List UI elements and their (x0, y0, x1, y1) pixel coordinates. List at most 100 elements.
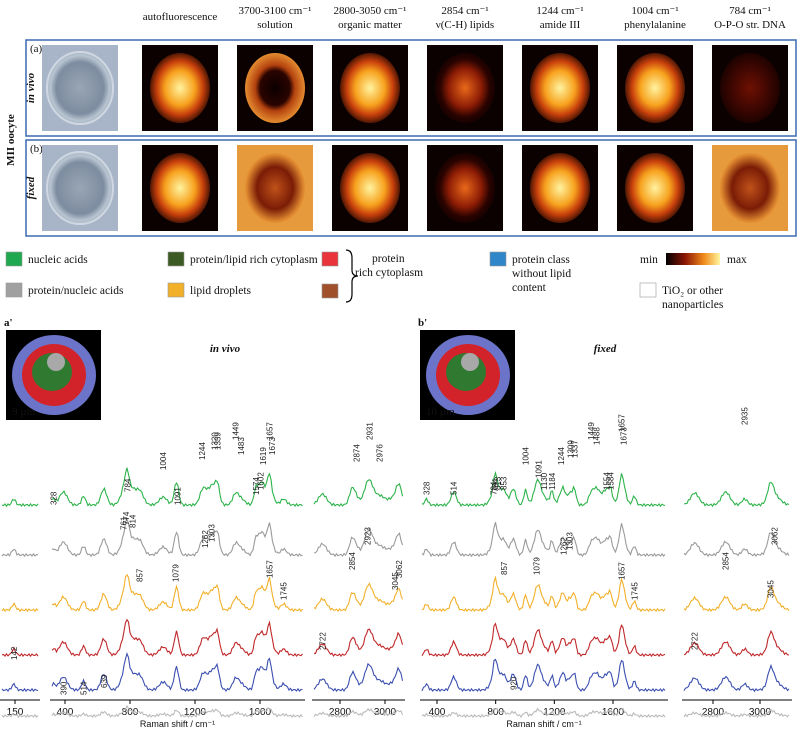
peak-label: 2931 (365, 422, 374, 440)
column-header: O-P-O str. DNA (714, 19, 786, 31)
raman-map-cell (625, 153, 685, 223)
axis-label: Raman shift / cm⁻¹ (140, 719, 215, 729)
peak-label: 1004 (159, 452, 168, 470)
peak-label: 1745 (630, 582, 639, 600)
tick-label: 800 (487, 707, 504, 718)
peak-label: 1244 (557, 447, 566, 465)
peak-label: 142 (10, 646, 19, 660)
raman-map-cell (530, 53, 590, 123)
raman-map-cell (435, 53, 495, 123)
raman-map-cell (435, 153, 495, 223)
legend-label: nucleic acids (28, 254, 88, 266)
spectrum-trace (51, 618, 303, 658)
peak-label: 1449 (231, 422, 240, 440)
legend-swatch (167, 282, 185, 298)
column-header: phenylalanine (624, 19, 686, 31)
tick-label: 1600 (249, 707, 272, 718)
inset-core (47, 353, 65, 371)
legend-label: protein/nucleic acids (28, 285, 124, 297)
column-header: 784 cm⁻¹ (729, 5, 771, 17)
column-header: organic matter (338, 19, 402, 31)
colorbar-min: min (640, 254, 658, 266)
peak-label: 514 (80, 681, 89, 695)
spectrum-trace (421, 707, 666, 719)
peak-label: 1320 (211, 432, 220, 450)
spectrum-trace (683, 663, 790, 693)
peak-label: 784 (123, 478, 132, 492)
raman-map-cell (530, 153, 590, 223)
colorbar-max: max (727, 254, 747, 266)
colorbar (666, 253, 720, 265)
axis-label: Raman shift / cm⁻¹ (506, 719, 581, 729)
legend-swatch (5, 251, 23, 267)
legend-label: nanoparticles (662, 299, 724, 311)
tick-label: 400 (429, 707, 446, 718)
legend-label: TiO₂ or other (662, 285, 723, 297)
raman-map-cell (245, 53, 305, 123)
side-label-text: MII oocyte (5, 114, 17, 166)
column-header: 2800-3050 cm⁻¹ (334, 5, 407, 17)
peak-label: 1091 (534, 460, 543, 478)
inset-scale: 10 µm (426, 406, 455, 418)
peak-label: 774 (122, 511, 131, 525)
row-label: (a) (30, 43, 43, 55)
panel-label: a' (4, 317, 13, 329)
peak-label: 814 (128, 514, 137, 528)
raman-map-cell (720, 53, 780, 123)
tick-label: 3000 (749, 707, 772, 718)
tick-label: 800 (122, 707, 139, 718)
peak-label: 1657 (265, 422, 274, 440)
peak-label: 1554 (602, 472, 611, 490)
spectrum-trace (51, 573, 303, 613)
peak-label: 1079 (171, 564, 180, 582)
peak-label: 1584 (607, 472, 616, 490)
peak-label: 514 (450, 481, 459, 495)
legend-label: protein (372, 253, 405, 265)
peak-label: 1091 (173, 487, 182, 505)
peak-label: 2935 (741, 407, 750, 425)
peak-label: 1619 (259, 447, 268, 465)
peak-label: 1303 (208, 524, 217, 542)
peak-label: 328 (49, 491, 58, 505)
legend-label: content (512, 282, 547, 294)
column-header: amide III (540, 19, 581, 31)
peak-label: 1602 (256, 472, 265, 490)
spectrum-trace (51, 651, 303, 693)
legend-swatch (321, 283, 339, 299)
legend-swatch (5, 282, 23, 298)
spectrum-trace (51, 517, 303, 558)
spectrum-trace (313, 527, 404, 558)
peak-label: 857 (135, 568, 144, 582)
peak-label: 639 (100, 674, 109, 688)
spectrum-trace (683, 629, 790, 657)
spectrum-trace (1, 498, 39, 508)
legend-swatch (639, 282, 657, 298)
row-frame (25, 139, 797, 237)
raman-map-cell (720, 153, 780, 223)
tick-label: 3000 (374, 707, 397, 718)
column-header: solution (257, 19, 293, 31)
peak-label: 1745 (280, 582, 289, 600)
spectrum-trace (421, 522, 666, 558)
row-frame (25, 39, 797, 137)
raman-map-cell (340, 153, 400, 223)
tick-label: 1600 (602, 707, 625, 718)
tick-label: 1200 (543, 707, 566, 718)
peak-label: 2854 (722, 552, 731, 570)
peak-label: 1130 (540, 472, 549, 490)
peak-label: 2923 (364, 527, 373, 545)
column-header: autofluorescence (143, 11, 218, 23)
peak-label: 390 (59, 681, 68, 695)
peak-label: 1244 (198, 442, 207, 460)
tick-label: 2800 (702, 707, 725, 718)
peak-label: 2722 (318, 632, 327, 650)
spectrum-trace (51, 467, 303, 508)
spectrum-trace (313, 662, 404, 693)
spectrum-trace (683, 586, 790, 613)
spectrum-trace (1, 712, 39, 719)
peak-label: 1574 (252, 477, 261, 495)
spectrum-trace (421, 575, 666, 613)
peak-label: 1339 (214, 432, 223, 450)
peak-label: 3062 (395, 560, 404, 578)
column-header: 2854 cm⁻¹ (441, 5, 488, 17)
